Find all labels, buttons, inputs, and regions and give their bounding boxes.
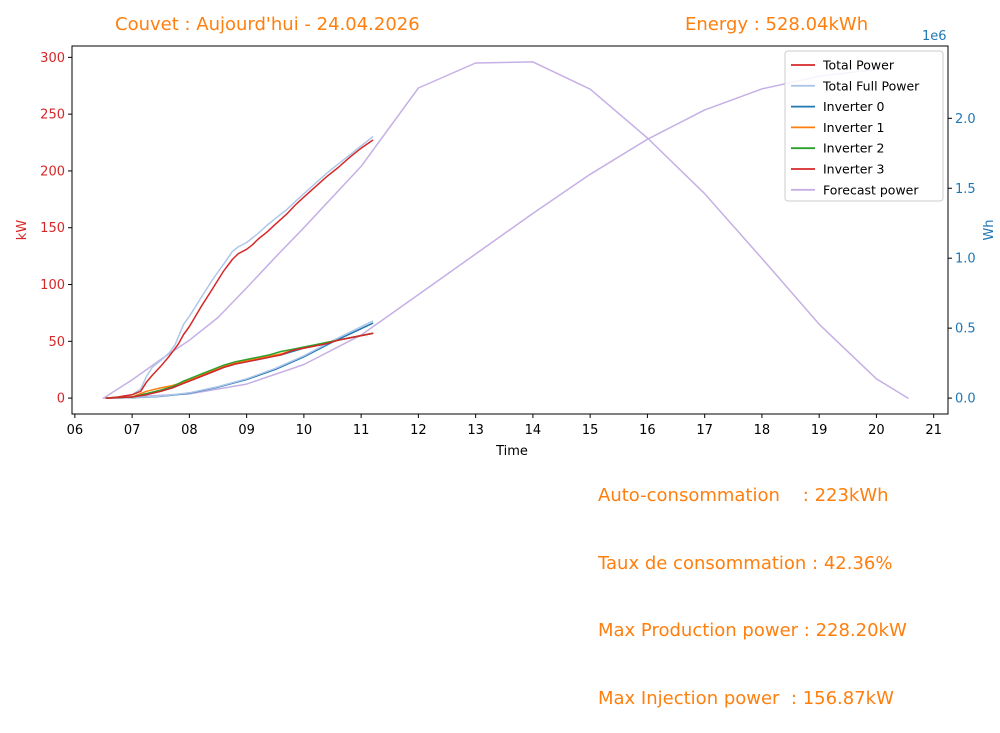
y-left-tick-label: 300 — [40, 51, 65, 66]
legend-label-inverter-1: Inverter 1 — [823, 120, 885, 135]
series-line-inverter-2 — [105, 332, 374, 399]
x-tick-label: 10 — [296, 423, 313, 438]
power-chart: 06 07 08 09 10 11 12 13 14 15 16 17 18 19 20 21 Time 0 50 1… — [15, 29, 997, 459]
legend-label-total-power: Total Power — [822, 58, 895, 73]
legend-label-inverter-0: Inverter 0 — [823, 99, 885, 114]
x-tick-label: 18 — [754, 423, 771, 438]
x-tick-label: 07 — [124, 423, 141, 438]
legend: Total Power Total Full Power Inverter 0 Inv… — [784, 50, 944, 202]
y-left-tick-label: 100 — [40, 278, 65, 293]
y-left-axis-label: kW — [15, 220, 30, 241]
series-layer — [102, 61, 909, 399]
series-line-inverter-1 — [105, 332, 374, 399]
legend-label-total-full-power: Total Full Power — [822, 78, 920, 93]
y-left-tick-label: 200 — [40, 164, 65, 179]
legend-label-inverter-2: Inverter 2 — [823, 141, 885, 156]
stat-taux-consommation: Taux de consommation : 42.36% — [598, 552, 893, 574]
y-right-tick-label: 0.0 — [955, 392, 976, 407]
y-right-tick-label: 1.0 — [955, 252, 976, 267]
plot-frame — [71, 45, 949, 415]
x-tick-label: 21 — [925, 423, 942, 438]
x-axis-label: Time — [495, 444, 528, 459]
x-tick-label: 09 — [238, 423, 255, 438]
x-tick-label: 20 — [868, 423, 885, 438]
energy-total: Energy : 528.04kWh — [685, 14, 869, 35]
y-right-tick-label: 1.5 — [955, 182, 976, 197]
y-right-tick-label: 0.5 — [955, 322, 976, 337]
x-tick-label: 17 — [696, 423, 713, 438]
series-line-total-full-power-cumulative — [105, 320, 374, 399]
y-left-tick-label: 0 — [57, 392, 65, 407]
chart-title: Couvet : Aujourd'hui - 24.04.2026 — [115, 14, 420, 35]
legend-label-forecast-power: Forecast power — [823, 182, 919, 197]
y-right-axis-label: Wh — [982, 219, 997, 240]
x-tick-label: 15 — [582, 423, 599, 438]
y-left-tick-label: 250 — [40, 108, 65, 123]
x-tick-label: 12 — [410, 423, 427, 438]
x-tick-label: 06 — [67, 423, 84, 438]
y-right-tick-label: 2.0 — [955, 112, 976, 127]
stat-max-production: Max Production power : 228.20kW — [598, 620, 907, 641]
x-tick-label: 08 — [181, 423, 198, 438]
axes-layer: 06 07 08 09 10 11 12 13 14 15 16 17 18 19 20 21 Time 0 50 1… — [15, 29, 997, 459]
series-line-total-full-power — [105, 136, 374, 399]
series-line-forecast-power-cumulative — [102, 68, 878, 399]
y-right-multiplier: 1e6 — [922, 29, 947, 44]
x-tick-label: 13 — [467, 423, 484, 438]
y-left-tick-label: 150 — [40, 221, 65, 236]
series-line-forecast-power — [102, 61, 909, 399]
x-tick-label: 11 — [353, 423, 370, 438]
y-left-tick-label: 50 — [48, 335, 65, 350]
legend-box — [784, 50, 944, 202]
series-line-inverter-0 — [105, 332, 374, 399]
stat-auto-consommation: Auto-consommation : 223kWh — [598, 485, 889, 506]
legend-label-inverter-3: Inverter 3 — [823, 162, 885, 177]
series-line-total-power — [105, 139, 374, 399]
x-tick-label: 14 — [525, 423, 542, 438]
series-line-inverter-3 — [105, 332, 374, 399]
stat-max-injection: Max Injection power : 156.87kW — [598, 687, 894, 709]
stats-panel: Auto-consommation : 223kWh Taux de conso… — [598, 440, 907, 733]
x-tick-label: 19 — [811, 423, 828, 438]
x-tick-label: 16 — [639, 423, 656, 438]
